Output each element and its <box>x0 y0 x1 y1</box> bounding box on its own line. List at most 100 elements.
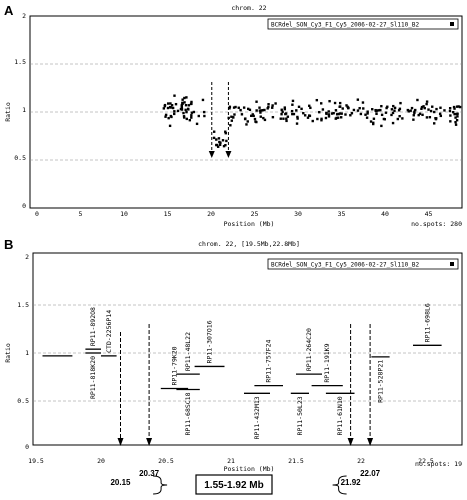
data-point <box>420 107 423 110</box>
data-point <box>217 137 221 140</box>
data-point <box>166 102 170 105</box>
data-point <box>457 105 460 108</box>
data-point <box>187 104 191 107</box>
data-point <box>222 144 226 148</box>
data-point <box>328 99 331 103</box>
data-point <box>203 114 206 118</box>
panel-b-xtick: 19.5 <box>28 457 44 465</box>
data-point <box>336 116 340 119</box>
panel-a-xtick: 10 <box>120 210 128 218</box>
data-point <box>369 120 373 123</box>
clone-label: RP11-61N10 <box>336 396 344 435</box>
data-point <box>327 113 331 116</box>
data-point <box>173 110 176 113</box>
panel-b-legend-frame <box>267 258 459 270</box>
left-brace <box>153 475 168 495</box>
panel-a-xtick: 35 <box>338 210 346 218</box>
data-point <box>375 112 378 116</box>
panel-b-legend-text: BCRdel_SON_Cy3_F1_Cy5_2006-02-27_Sl110_B… <box>271 262 419 269</box>
data-point <box>263 118 267 122</box>
data-point <box>414 108 417 112</box>
data-point <box>320 102 323 105</box>
data-point <box>260 109 263 112</box>
data-point <box>335 113 339 116</box>
data-point <box>291 99 295 103</box>
panel-a-xtick: 25 <box>251 210 259 218</box>
data-point <box>212 130 216 133</box>
data-point <box>364 113 367 116</box>
data-point <box>164 115 167 118</box>
data-point <box>281 110 284 114</box>
panel-b-grid <box>33 304 462 402</box>
data-point <box>197 114 200 118</box>
panel-a-ylabel: Ratio <box>4 102 12 122</box>
data-point <box>398 107 402 110</box>
panel-b-xtick: 21 <box>227 457 235 465</box>
data-point <box>413 111 416 115</box>
data-point <box>283 107 287 111</box>
breakpoint-arrow-head <box>347 438 354 446</box>
data-point <box>245 123 248 126</box>
data-point <box>285 117 288 120</box>
panel-a-ytick: 0.5 <box>14 154 26 162</box>
data-point <box>396 117 400 121</box>
data-point <box>164 113 168 117</box>
data-point <box>192 110 196 114</box>
data-point <box>380 113 384 117</box>
data-point <box>393 106 397 110</box>
panel-b-legend-box: BCRdel_SON_Cy3_F1_Cy5_2006-02-27_Sl110_B… <box>267 258 459 270</box>
data-point <box>271 106 274 109</box>
data-point <box>372 122 375 126</box>
data-point <box>167 116 170 120</box>
panel-b-yticks: 0 0.5 1 1.5 2 <box>17 253 29 451</box>
panel-b-xticks: 19.5 20 20.5 21 21.5 22 22.5 <box>28 457 434 465</box>
panel-b-ytick: 1.5 <box>17 301 29 309</box>
breakpoint-arrow-head <box>208 151 215 158</box>
panel-b-xtick: 21.5 <box>288 457 304 465</box>
data-point <box>185 110 188 114</box>
panel-a-spots-label: no.spots: 280 <box>411 220 462 228</box>
data-point <box>221 139 225 142</box>
panel-b-spots-label: no.spots: 19 <box>415 460 462 468</box>
panel-b-legend-marker <box>450 262 454 266</box>
data-point <box>300 107 303 111</box>
data-point <box>267 105 270 109</box>
clone-label: RP11-68SC18 <box>184 392 192 435</box>
data-point <box>258 109 262 112</box>
data-point <box>454 116 457 119</box>
data-point <box>292 112 296 116</box>
panel-b-ytick: 2 <box>25 253 29 261</box>
data-point <box>190 100 193 104</box>
data-point <box>283 106 286 109</box>
data-point <box>240 113 244 116</box>
clone-label: RP11-50L23 <box>296 396 304 435</box>
data-point <box>263 108 266 112</box>
data-point <box>169 106 172 109</box>
data-point <box>179 107 183 111</box>
panel-b-xtick: 22.5 <box>418 457 434 465</box>
clone-label: RP11-892O8 <box>89 307 97 346</box>
data-point <box>254 120 257 123</box>
data-point <box>295 122 299 125</box>
data-point <box>228 107 231 110</box>
data-point <box>393 109 396 112</box>
data-point <box>320 117 323 121</box>
panel-b-title: chrom. 22, [19.5Mb,22.8Mb] <box>198 240 300 248</box>
data-point <box>428 115 432 119</box>
data-point <box>233 113 236 116</box>
data-point <box>433 122 436 125</box>
data-point <box>454 123 458 126</box>
data-point <box>282 117 285 120</box>
panel-b-ytick: 0.5 <box>17 397 29 405</box>
data-point <box>244 117 247 120</box>
breakpoint-arrow-head <box>117 438 124 446</box>
data-point <box>406 108 410 112</box>
panel-a-xlabel: Position (Mb) <box>224 220 275 228</box>
data-point <box>250 114 253 118</box>
panel-a-arrows <box>208 82 232 158</box>
data-point <box>425 116 429 119</box>
data-point <box>407 110 411 113</box>
data-point <box>171 106 175 110</box>
data-point <box>266 107 269 110</box>
breakpoint-label: 20.37 <box>139 469 160 478</box>
